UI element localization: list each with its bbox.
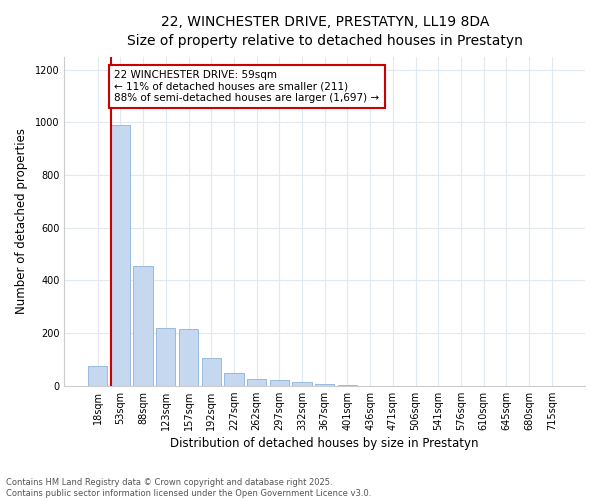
Text: 22 WINCHESTER DRIVE: 59sqm
← 11% of detached houses are smaller (211)
88% of sem: 22 WINCHESTER DRIVE: 59sqm ← 11% of deta… [114, 70, 379, 103]
Bar [269, 380, 289, 386]
Bar [179, 329, 198, 386]
Bar [338, 385, 357, 386]
Bar [315, 384, 334, 386]
Bar [202, 358, 221, 386]
Text: Contains HM Land Registry data © Crown copyright and database right 2025.
Contai: Contains HM Land Registry data © Crown c… [6, 478, 371, 498]
Bar [292, 382, 311, 386]
Bar [88, 366, 107, 386]
Bar [247, 379, 266, 386]
X-axis label: Distribution of detached houses by size in Prestatyn: Distribution of detached houses by size … [170, 437, 479, 450]
Bar [224, 372, 244, 386]
Title: 22, WINCHESTER DRIVE, PRESTATYN, LL19 8DA
Size of property relative to detached : 22, WINCHESTER DRIVE, PRESTATYN, LL19 8D… [127, 15, 523, 48]
Y-axis label: Number of detached properties: Number of detached properties [15, 128, 28, 314]
Bar [156, 328, 175, 386]
Bar [111, 125, 130, 386]
Bar [133, 266, 153, 386]
